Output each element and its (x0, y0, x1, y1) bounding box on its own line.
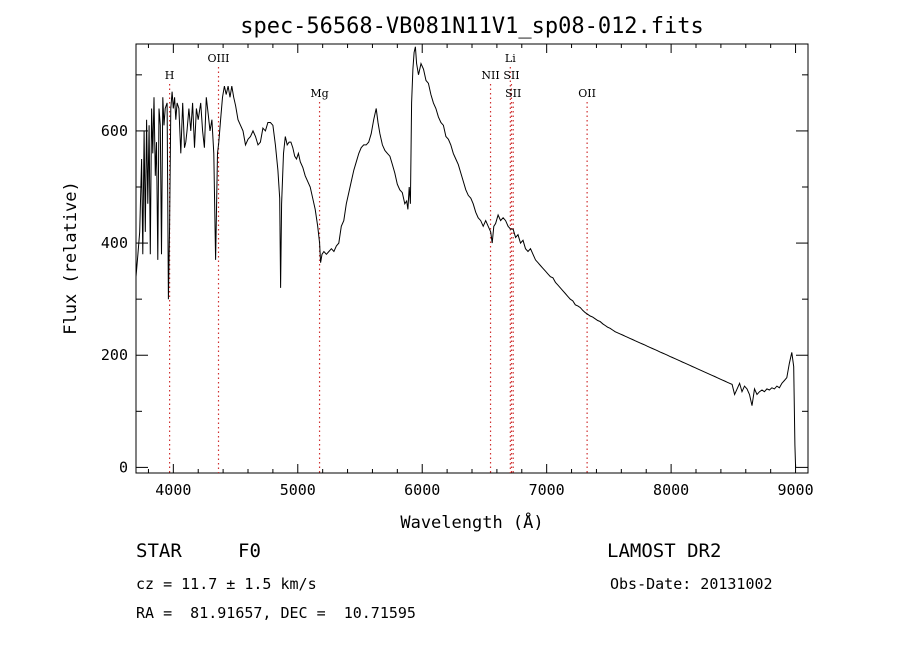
x-axis-label: Wavelength (Å) (400, 511, 543, 533)
y-tick-label: 200 (101, 346, 128, 364)
x-tick-label: 4000 (155, 481, 191, 499)
y-tick-label: 0 (119, 458, 128, 476)
coordinates: RA = 81.91657, DEC = 10.71595 (136, 604, 416, 622)
x-tick-label: 8000 (653, 481, 689, 499)
x-tick-label: 5000 (280, 481, 316, 499)
x-tick-label: 6000 (404, 481, 440, 499)
y-tick-label: 600 (101, 122, 128, 140)
x-tick-label: 7000 (529, 481, 565, 499)
y-tick-label: 400 (101, 234, 128, 252)
emission-line-markers: H OIII Mg NII Li SII SII OII (165, 52, 596, 473)
line-marker-label: NII (481, 69, 499, 82)
object-class: STAR (136, 540, 182, 562)
line-marker-label: SII (505, 87, 521, 100)
obs-date: Obs-Date: 20131002 (610, 575, 773, 593)
object-subclass: F0 (238, 540, 261, 562)
x-tick-label: 9000 (777, 481, 813, 499)
chart-title: spec-56568-VB081N11V1_sp08-012.fits (240, 14, 704, 39)
line-marker-label: H (165, 69, 175, 82)
line-marker-label: OIII (207, 52, 229, 65)
line-marker-label: Li (505, 52, 516, 65)
line-marker-label: Mg (310, 87, 328, 100)
plot-frame (135, 43, 809, 474)
spectrum-line (135, 46, 797, 468)
survey-name: LAMOST DR2 (607, 540, 722, 562)
line-marker-label: SII (503, 69, 519, 82)
line-marker-label: OII (578, 87, 596, 100)
axis-ticks: 4000 5000 6000 7000 8000 9000 0 200 400 600 (101, 44, 814, 499)
redshift-info: cz = 11.7 ± 1.5 km/s (136, 575, 317, 593)
y-axis-label: Flux (relative) (61, 181, 81, 335)
